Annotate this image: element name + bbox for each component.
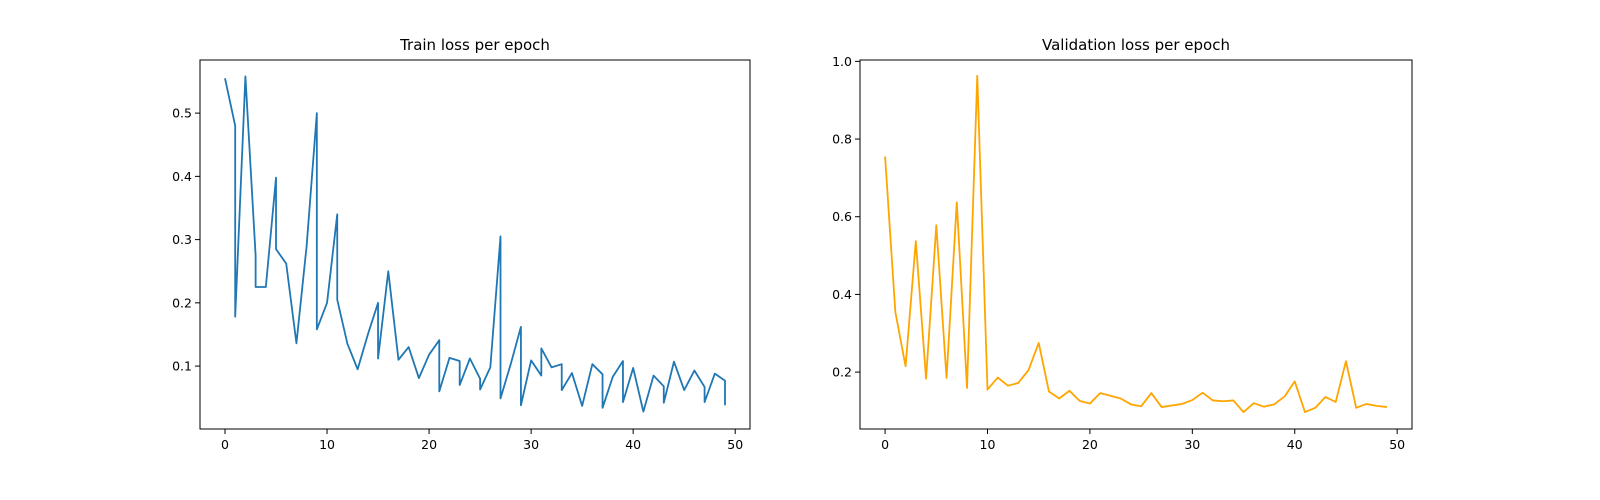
train-x-tick-label: 50 bbox=[727, 437, 743, 452]
train-axes-frame bbox=[199, 59, 751, 430]
train-y-tick-label: 0.3 bbox=[172, 232, 192, 247]
train-loss-line bbox=[224, 75, 726, 413]
train-y-tick-label: 0.1 bbox=[172, 359, 192, 374]
validation-loss-plot: Validation loss per epoch 0 10 20 30 40 50 0.2… bbox=[832, 36, 1413, 452]
validation-x-tick-label: 10 bbox=[980, 437, 996, 452]
train-y-tick-label: 0.4 bbox=[172, 169, 192, 184]
train-x-tick-label: 40 bbox=[625, 437, 641, 452]
train-loss-title: Train loss per epoch bbox=[399, 36, 550, 54]
validation-x-tick-label: 30 bbox=[1184, 437, 1200, 452]
validation-loss-line bbox=[884, 74, 1388, 414]
train-x-tick-label: 10 bbox=[319, 437, 335, 452]
validation-loss-title: Validation loss per epoch bbox=[1042, 36, 1230, 54]
validation-y-tick-label: 0.6 bbox=[832, 209, 852, 224]
validation-y-tick-label: 0.4 bbox=[832, 287, 852, 302]
validation-x-tick-label: 40 bbox=[1287, 437, 1303, 452]
train-y-tick-label: 0.2 bbox=[172, 295, 192, 310]
validation-y-tick-label: 1.0 bbox=[832, 54, 852, 69]
train-loss-plot: Train loss per epoch 0 10 20 30 40 50 0.1 0.2 0.… bbox=[172, 36, 751, 452]
validation-x-tick-label: 20 bbox=[1082, 437, 1098, 452]
train-x-tick-label: 0 bbox=[221, 437, 229, 452]
validation-axes-frame bbox=[859, 59, 1413, 430]
validation-x-tick-label: 50 bbox=[1389, 437, 1405, 452]
train-x-tick-label: 30 bbox=[523, 437, 539, 452]
train-y-tick-label: 0.5 bbox=[172, 106, 192, 121]
validation-y-tick-label: 0.2 bbox=[832, 365, 852, 380]
validation-y-tick-label: 0.8 bbox=[832, 132, 852, 147]
validation-x-tick-label: 0 bbox=[881, 437, 889, 452]
train-x-tick-label: 20 bbox=[421, 437, 437, 452]
